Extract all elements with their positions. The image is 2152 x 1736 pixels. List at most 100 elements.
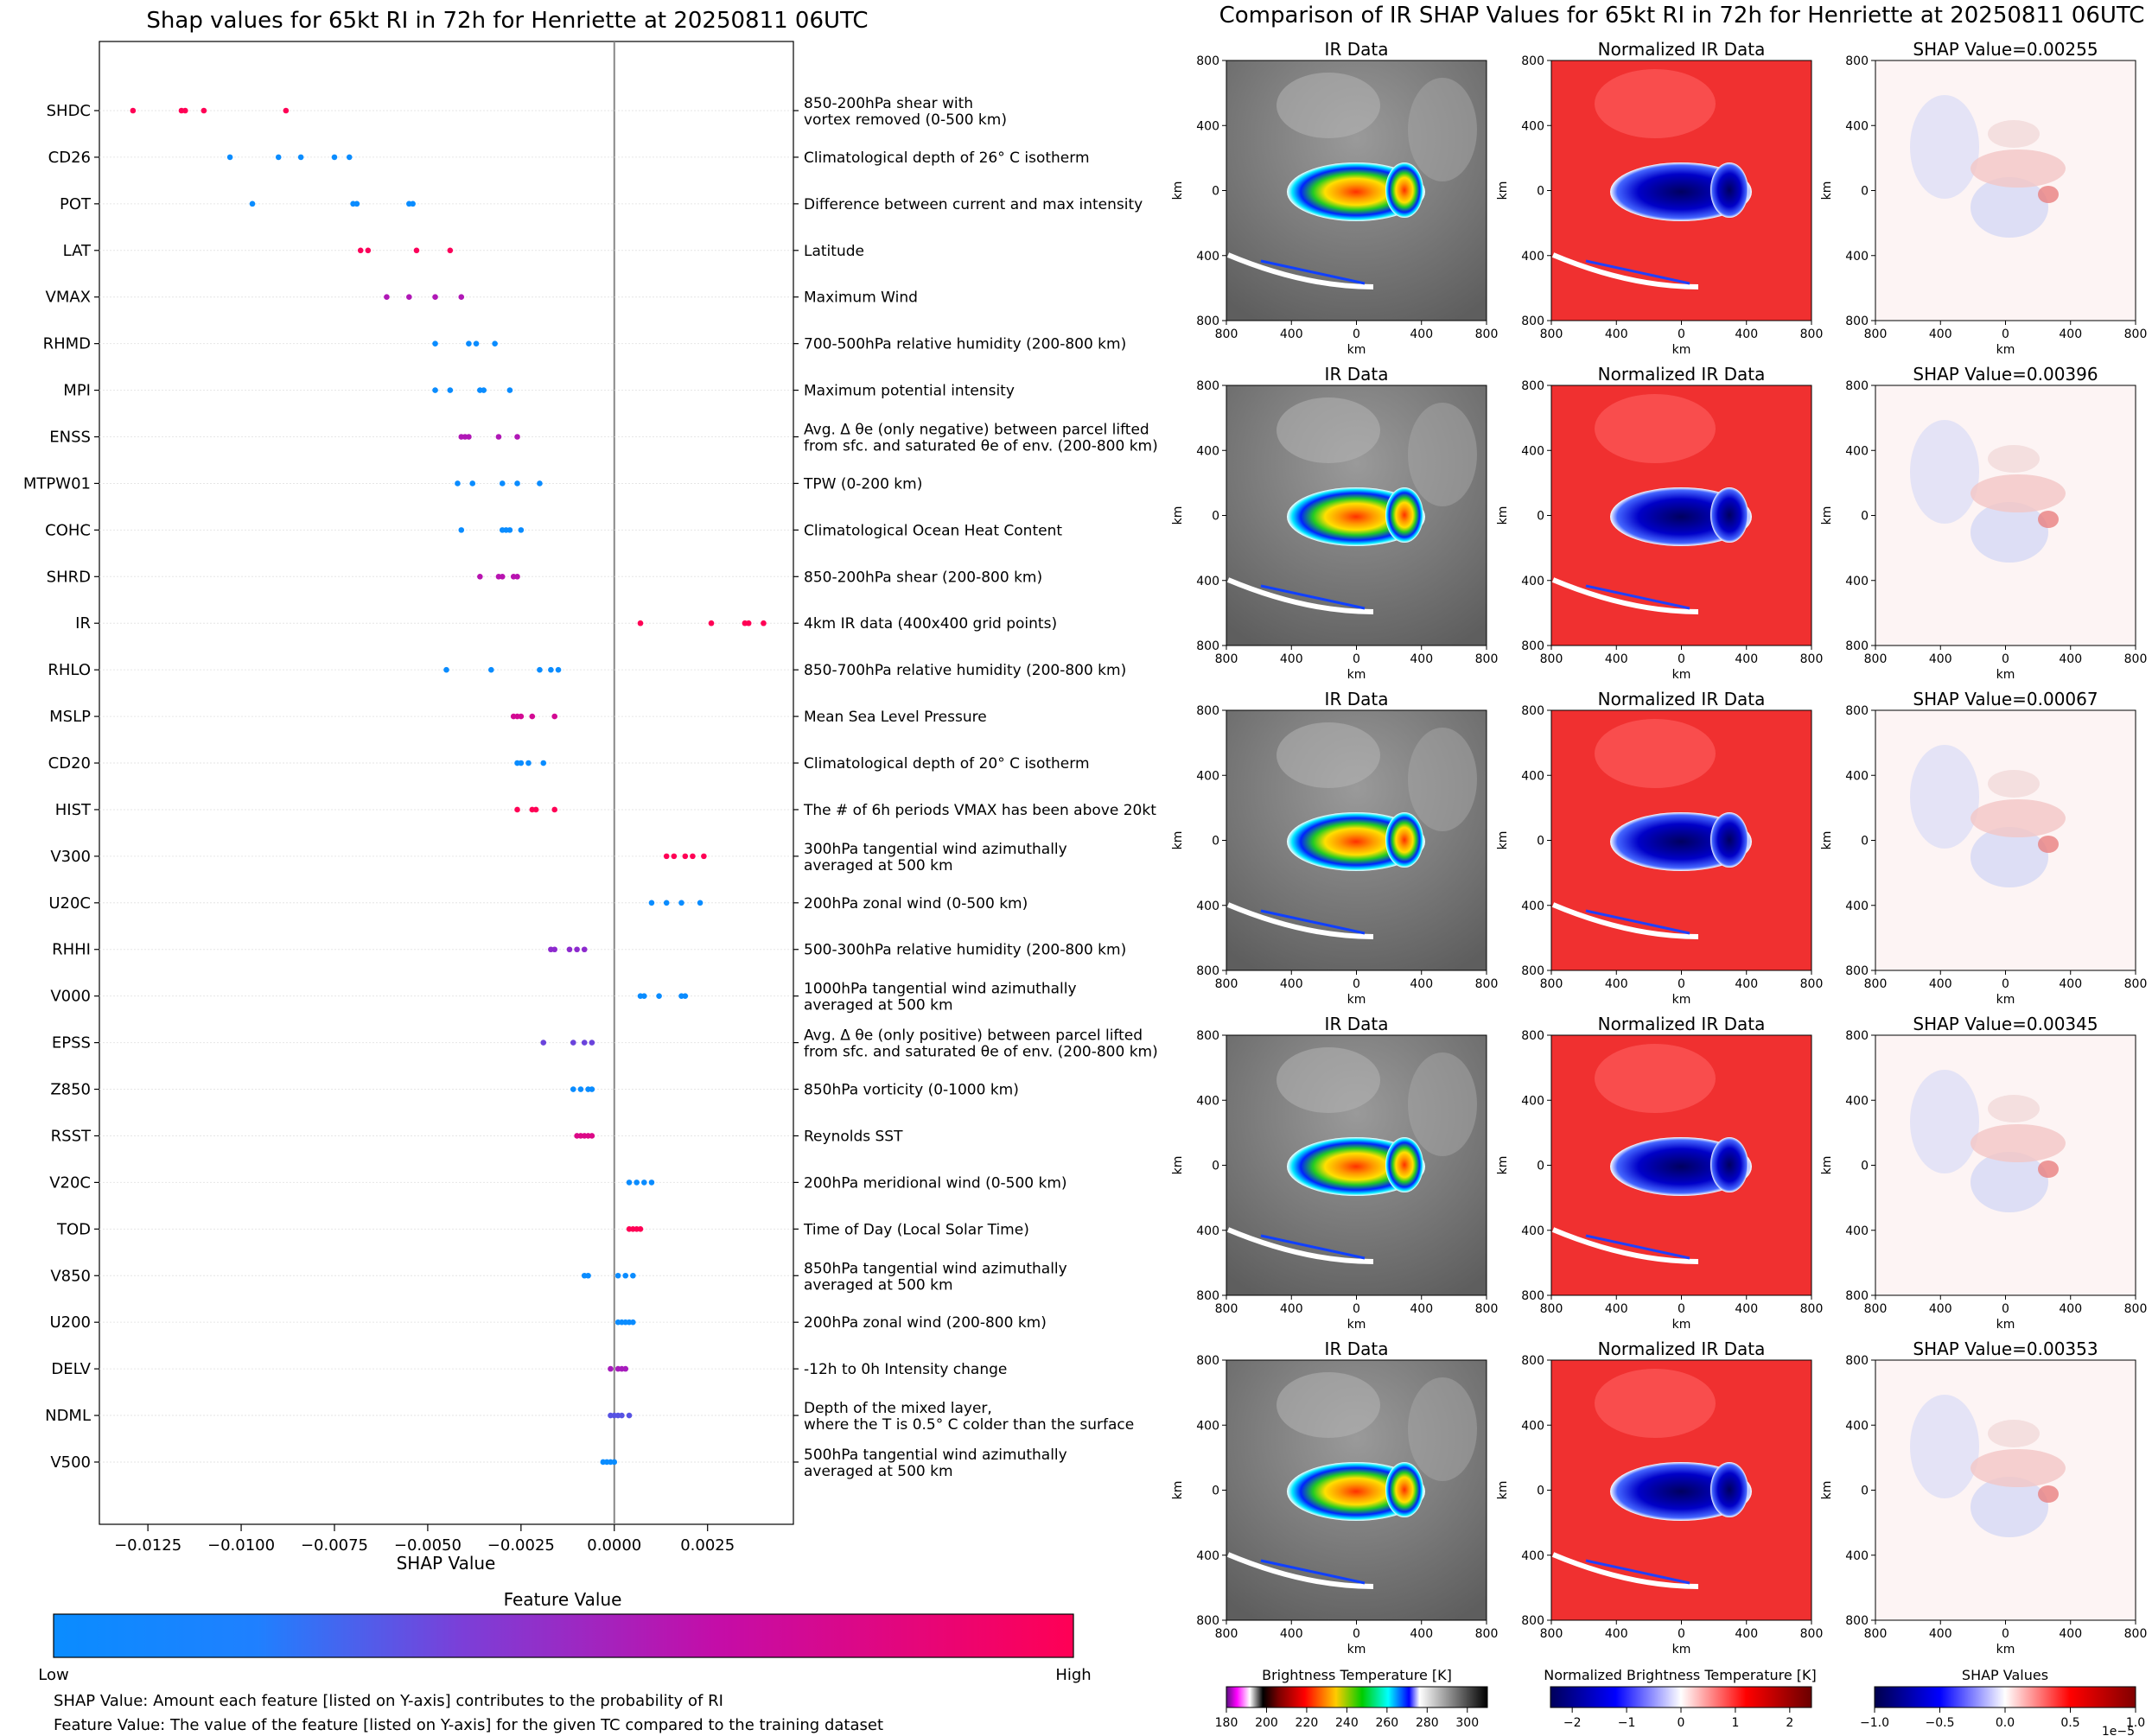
- y-tick-label: 400: [1521, 769, 1544, 783]
- shap-positive-blob: [1971, 149, 2066, 188]
- shap-point-cd26: [275, 154, 282, 161]
- feature-label-z850: Z850: [50, 1081, 91, 1099]
- left-chart-title: Shap values for 65kt RI in 72h for Henri…: [146, 8, 868, 34]
- shap-point-epss: [570, 1040, 576, 1046]
- shap-point-cd20: [525, 760, 532, 766]
- colorbar-tick-label: 0.5: [2060, 1716, 2079, 1730]
- normalized-patch: [1595, 394, 1716, 463]
- colorbar-tick-label: 2: [1786, 1716, 1793, 1730]
- ir-panel-title: IR Data: [1325, 689, 1389, 709]
- shap-point-shrd: [477, 574, 483, 580]
- x-tick-label: 400: [1280, 977, 1303, 991]
- normalized-patch: [1595, 1369, 1716, 1438]
- shap-point-cohc: [518, 527, 525, 533]
- shap-point-rhhi: [574, 946, 580, 953]
- feature-desc-v850: 850hPa tangential wind azimuthally: [804, 1260, 1067, 1277]
- y-tick-label: 400: [1521, 444, 1544, 458]
- shap-point-mtpw01: [499, 480, 506, 486]
- shap-panel-title: SHAP Value=0.00353: [1913, 1339, 2098, 1359]
- feature-desc-rhhi: 500-300hPa relative humidity (200-800 km…: [804, 942, 1126, 959]
- shap-point-shdc: [130, 107, 137, 114]
- x-tick-label: 400: [1929, 327, 1952, 341]
- shap-point-rhhi: [551, 946, 557, 953]
- shap-point-shdc: [283, 107, 290, 114]
- y-tick-label: 400: [1521, 1094, 1544, 1108]
- shap-point-vmax: [458, 294, 465, 301]
- y-tick-label: 0: [1861, 510, 1869, 524]
- cloud-patch: [1277, 722, 1380, 788]
- shap-point-hist: [551, 806, 557, 813]
- y-tick-label: 800: [1196, 54, 1219, 68]
- feature-label-epss: EPSS: [52, 1034, 91, 1052]
- y-tick-label: 0: [1861, 1160, 1869, 1173]
- shap-point-u20c: [648, 900, 655, 906]
- x-tick-label: 0: [1353, 327, 1360, 341]
- y-tick-label: 800: [1845, 639, 1869, 653]
- cloud-patch: [1277, 1047, 1380, 1113]
- normalized-panel-title: Normalized IR Data: [1598, 689, 1766, 709]
- shap-positive-spot: [2038, 836, 2059, 853]
- shap-negative-blob: [1971, 502, 2048, 563]
- colorbar-tick-label: 280: [1416, 1716, 1439, 1730]
- shap-negative-blob: [1910, 1070, 1979, 1173]
- colorbar-tick-label: 300: [1455, 1716, 1479, 1730]
- x-tick-label: 800: [1800, 327, 1824, 341]
- x-tick-label: 800: [1864, 327, 1888, 341]
- colorbar-tick-label: −0.5: [1926, 1716, 1955, 1730]
- y-tick-label: 800: [1845, 379, 1869, 393]
- feature-desc-mslp: Mean Sea Level Pressure: [804, 709, 987, 726]
- x-tick-label: 400: [2059, 977, 2082, 991]
- plot-frame: [99, 41, 794, 1525]
- feature-value-colorbar: [53, 1613, 1074, 1658]
- shap-point-v000: [656, 993, 662, 999]
- colorbar-tick-label: 240: [1335, 1716, 1359, 1730]
- y-axis-unit: km: [1171, 1481, 1185, 1500]
- shap-positive-blob: [1988, 1420, 2040, 1447]
- y-tick-label: 0: [1861, 1485, 1869, 1498]
- colorbar-tick-label: 220: [1296, 1716, 1319, 1730]
- feature-label-tod: TOD: [56, 1220, 91, 1238]
- x-axis-unit: km: [1672, 668, 1691, 682]
- y-tick-label: 800: [1845, 1029, 1869, 1043]
- x-tick-label: 400: [2059, 327, 2082, 341]
- shap-point-z850: [577, 1086, 584, 1092]
- y-tick-label: 400: [1845, 900, 1869, 913]
- y-tick-label: 400: [1845, 1549, 1869, 1563]
- shap-positive-blob: [1971, 1124, 2066, 1162]
- feature-desc-rsst: Reynolds SST: [804, 1128, 903, 1145]
- cloud-streak: [1226, 577, 1374, 614]
- shap-point-z850: [589, 1086, 595, 1092]
- normalized-storm-band: [1710, 1137, 1748, 1192]
- y-tick-label: 0: [1212, 1485, 1219, 1498]
- x-tick-label: 800: [1475, 327, 1499, 341]
- x-tick-label: 800: [1475, 1627, 1499, 1641]
- x-tick-label: 400: [1280, 1627, 1303, 1641]
- shap-positive-blob: [1988, 445, 2040, 473]
- shap-point-cd26: [297, 154, 304, 161]
- y-tick-label: 800: [1196, 1029, 1219, 1043]
- shap-point-shdc: [201, 107, 207, 114]
- shap-point-vmax: [384, 294, 390, 301]
- y-axis-unit: km: [1496, 506, 1510, 525]
- shap-point-shrd: [499, 574, 506, 580]
- shap-point-vmax: [406, 294, 412, 301]
- y-tick-label: 400: [1845, 119, 1869, 133]
- y-tick-label: 400: [1845, 1224, 1869, 1238]
- x-axis-unit: km: [1672, 1318, 1691, 1332]
- feature-label-u20c: U20C: [48, 894, 91, 913]
- x-tick-label: 800: [2124, 1302, 2148, 1316]
- y-tick-label: 400: [1845, 1419, 1869, 1433]
- cloud-patch: [1408, 728, 1477, 831]
- colorbar-tick-label: 260: [1375, 1716, 1398, 1730]
- feature-label-shdc: SHDC: [47, 102, 91, 120]
- x-tick-label: 400: [1735, 327, 1758, 341]
- shap-point-mpi: [432, 387, 438, 393]
- x-tick-label: 400: [2059, 1627, 2082, 1641]
- y-axis-unit: km: [1171, 506, 1185, 525]
- y-tick-label: 0: [1861, 185, 1869, 199]
- shap-point-v300: [701, 853, 707, 860]
- feature-desc-mpi: Maximum potential intensity: [804, 383, 1015, 400]
- y-tick-label: 400: [1845, 1094, 1869, 1108]
- colorbar-tick-label: 200: [1255, 1716, 1278, 1730]
- shap-point-v850: [622, 1272, 629, 1279]
